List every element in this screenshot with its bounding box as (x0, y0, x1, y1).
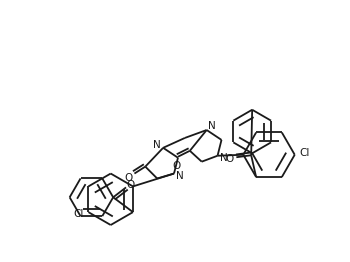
Text: O: O (225, 154, 233, 164)
Text: O: O (127, 181, 135, 190)
Text: N: N (208, 121, 216, 131)
Text: O: O (173, 161, 181, 171)
Text: N: N (219, 153, 228, 163)
Text: N: N (176, 171, 184, 181)
Text: O: O (124, 173, 133, 183)
Text: N: N (153, 140, 161, 150)
Text: Cl: Cl (299, 148, 310, 158)
Text: Cl: Cl (74, 209, 84, 219)
